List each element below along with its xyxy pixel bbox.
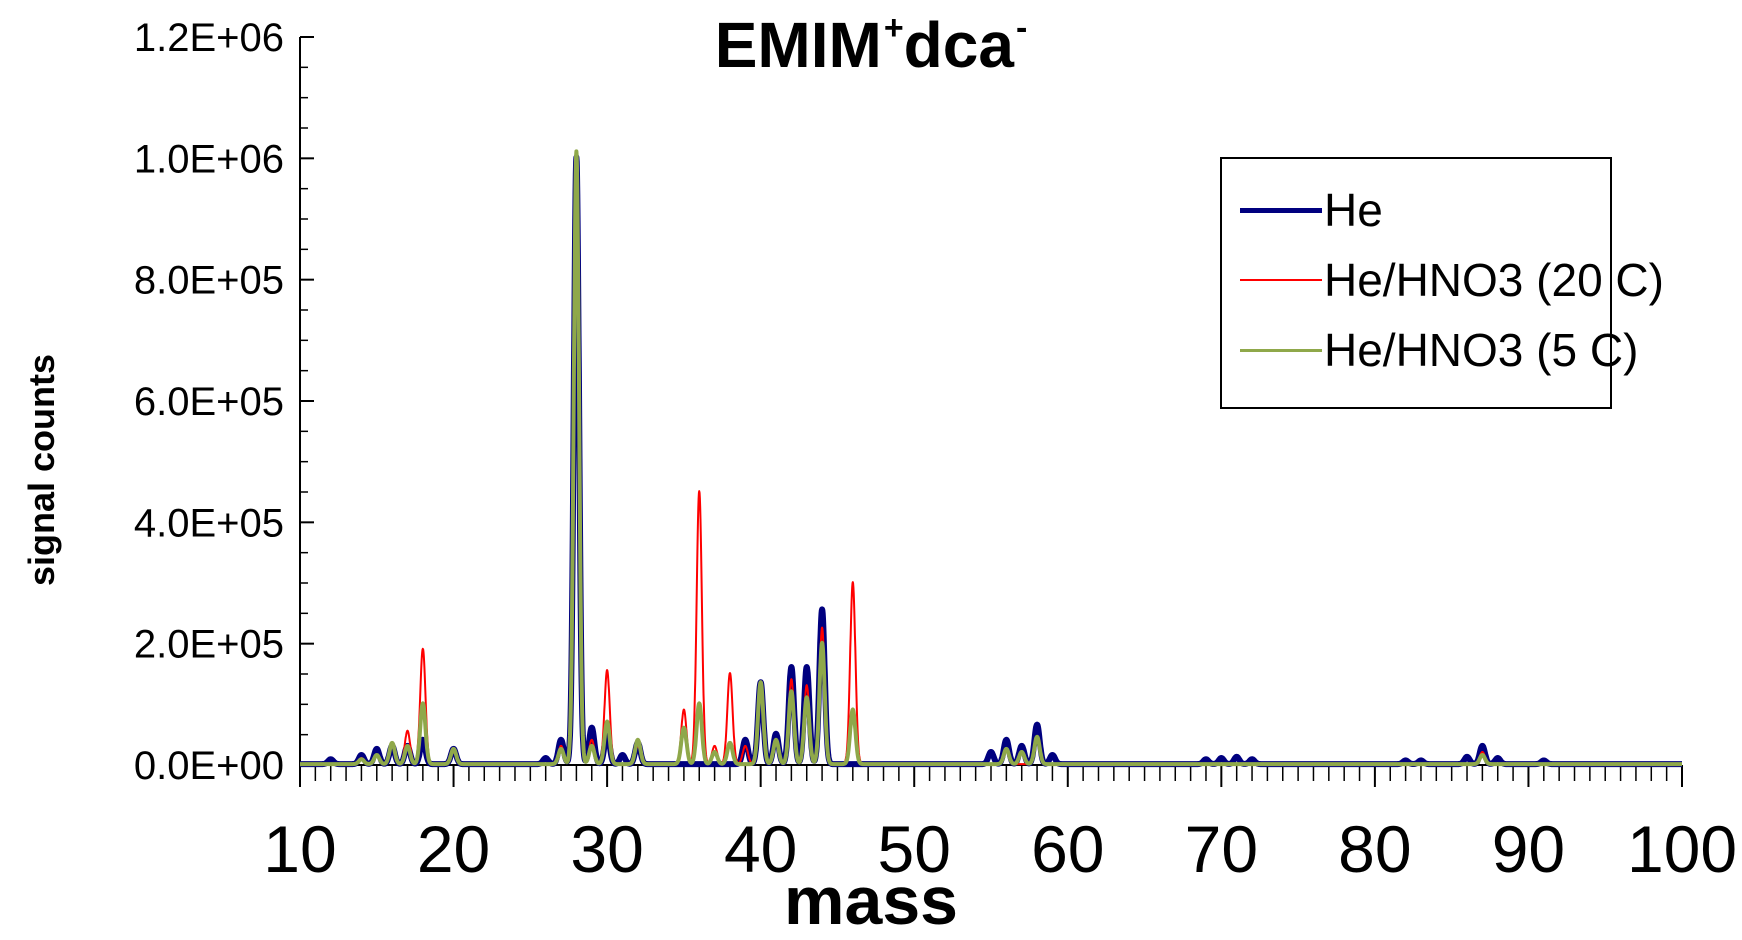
chart-title-main: EMIM [714,9,882,81]
y-tick-label: 2.0E+05 [134,623,284,667]
legend-label-he-hno3-20c: He/HNO3 (20 C) [1324,254,1664,306]
chart-title: EMIM+dca- [0,8,1742,82]
y-tick-label: 6.0E+05 [134,380,284,424]
legend-item-he-hno3-20c: He/HNO3 (20 C) [1240,253,1664,307]
y-tick-label: 0.0E+00 [134,744,284,788]
y-tick-label: 1.2E+06 [134,16,284,60]
legend-swatch-he-hno3-5c [1240,348,1322,352]
legend-item-he: He [1240,183,1383,237]
chart-title-superscript-2: - [1015,9,1028,47]
x-tick-label: 100 [1627,812,1737,886]
x-tick-label: 90 [1492,812,1565,886]
x-tick-label: 20 [417,812,490,886]
legend-label-he-hno3-5c: He/HNO3 (5 C) [1324,324,1639,376]
legend-label-he: He [1324,184,1383,236]
x-tick-label: 50 [878,812,951,886]
x-tick-label: 10 [263,812,336,886]
legend-item-he-hno3-5c: He/HNO3 (5 C) [1240,323,1638,377]
x-tick-label: 40 [724,812,797,886]
x-tick-label: 70 [1185,812,1258,886]
chart-title-superscript-1: + [883,9,904,47]
legend-swatch-he-hno3-20c [1240,279,1322,281]
y-tick-label: 4.0E+05 [134,501,284,545]
y-tick-label: 1.0E+06 [134,137,284,181]
x-tick-label: 30 [570,812,643,886]
series-line-he-hno3-5-c [298,149,1684,767]
x-tick-label: 60 [1031,812,1104,886]
x-axis-label: mass [784,863,958,939]
legend: He He/HNO3 (20 C) He/HNO3 (5 C) [1220,157,1664,409]
x-tick-label: 80 [1338,812,1411,886]
chart-title-suffix: dca [903,9,1014,81]
y-tick-label: 8.0E+05 [134,259,284,303]
legend-swatch-he [1240,207,1322,213]
